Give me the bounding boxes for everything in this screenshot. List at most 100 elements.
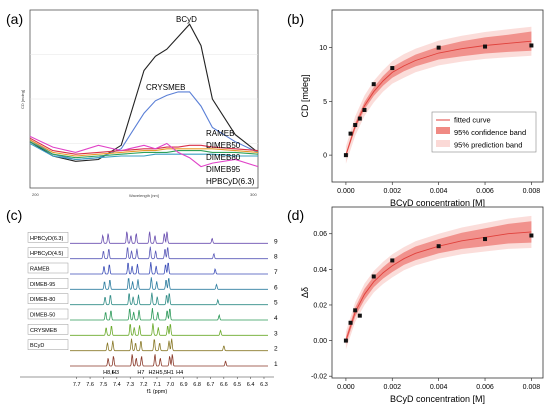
x-axis-title-a: Wavelength [nm] <box>129 193 159 198</box>
data-point-b <box>357 116 362 121</box>
series-label-dimeb50: DIMEB50 <box>206 141 241 150</box>
x-tick-label-c: 7.5 <box>100 382 108 388</box>
y-tick-label-d: 0.04 <box>313 267 327 274</box>
data-point-b <box>343 153 348 158</box>
data-point-d <box>371 274 376 279</box>
trace-index-3: 3 <box>274 330 278 337</box>
x-tick-label-c: 6.5 <box>233 382 241 388</box>
nmr-trace-2 <box>70 338 268 352</box>
trace-index-7: 7 <box>274 269 278 276</box>
data-point-d <box>483 237 488 242</box>
trace-name-box <box>27 278 69 289</box>
x-tick-label-d: 0.002 <box>384 384 402 391</box>
x-tick-label-c: 7.2 <box>140 382 148 388</box>
data-point-b <box>436 45 441 50</box>
legend-b: fitted curve 95% confidence band 95% predi… <box>431 111 537 153</box>
x-axis-title-b: BCyD concentration [M] <box>390 198 485 208</box>
nmr-trace-3 <box>70 323 268 336</box>
trace-index-1: 1 <box>274 361 278 368</box>
nmr-trace-7 <box>70 261 268 275</box>
trace-index-8: 8 <box>274 254 278 261</box>
x-tick-label-c: 6.8 <box>193 382 201 388</box>
trace-index-2: 2 <box>274 346 278 353</box>
trace-name-box <box>27 247 69 258</box>
x-tick-label-c: 6.6 <box>220 382 228 388</box>
data-point-d <box>353 308 358 313</box>
data-point-d <box>357 313 362 318</box>
trace-name-dimeb-50: DIMEB-50 <box>30 313 55 319</box>
panel-c-nmr-spectra: 9 HPBCyD(6.3) 8 HPBCyD(4.5) 7 RAMEB 6 DIMEB-95 5… <box>20 231 278 395</box>
y-tick-label-d: 0.06 <box>313 231 327 238</box>
x-tick-label-d: 0.008 <box>523 384 541 391</box>
x-tick-label-c: 7.0 <box>167 382 175 388</box>
nmr-trace-9 <box>70 231 268 244</box>
data-point-d <box>436 244 441 249</box>
panel-label-c: (c) <box>6 207 22 223</box>
x-tick-label-d: 0.004 <box>430 384 448 391</box>
y-axis-title-b: CD [mdeg] <box>300 74 310 117</box>
x-tick-label-b: 0.008 <box>523 188 541 195</box>
series-line-rameb <box>29 137 259 155</box>
legend-swatch-prediction <box>436 140 450 147</box>
y-tick-label-b: 5 <box>323 99 327 106</box>
nmr-trace-4 <box>70 307 268 321</box>
data-point-d <box>529 233 534 238</box>
data-point-d <box>343 338 348 343</box>
trace-name-rameb: RAMEB <box>30 267 50 273</box>
data-point-b <box>483 44 488 49</box>
trace-name-box <box>27 293 69 304</box>
peak-label: H7 <box>137 370 144 376</box>
x-tick-label-b: 0.006 <box>476 188 494 195</box>
peak-label: H8,6' <box>103 370 116 376</box>
x-tick-label-b: 0.000 <box>337 188 355 195</box>
peak-label: H1 <box>167 370 174 376</box>
series-label-crysmeb: CRYSMEB <box>146 83 185 92</box>
x-tick-label-d: 0.000 <box>337 384 355 391</box>
legend-label-b: 95% prediction band <box>454 141 522 150</box>
trace-name-box <box>27 324 69 335</box>
x-tick-label-b: 0.004 <box>430 188 448 195</box>
series-label-dimeb95: DIMEB95 <box>206 165 241 174</box>
y-tick-label-b: 0 <box>323 153 327 160</box>
x-tick-label-c: 7.6 <box>86 382 94 388</box>
trace-name-dimeb-95: DIMEB-95 <box>30 282 55 288</box>
trace-name-hpbcyd-6-3-: HPBCyD(6.3) <box>30 236 63 242</box>
peak-label: H3 <box>112 370 119 376</box>
x-tick-label-b: 0.002 <box>384 188 402 195</box>
trace-name-dimeb-80: DIMEB-80 <box>30 297 55 303</box>
nmr-trace-6 <box>70 277 268 290</box>
nmr-trace-8 <box>70 246 268 260</box>
data-point-b <box>362 107 367 112</box>
prediction-band-d <box>345 215 532 350</box>
y-tick-label-d: -0.02 <box>311 374 327 381</box>
trace-name-box <box>27 339 69 350</box>
x-tick-label-c: 6.3 <box>260 382 268 388</box>
y-tick-label-b: 10 <box>319 45 327 52</box>
series-line-hpbcyd-6-3- <box>29 135 259 168</box>
trace-name-bcyd: BCyD <box>30 343 44 349</box>
panel-label-b: (b) <box>287 11 304 27</box>
y-axis-title-a: CD [mdeg] <box>20 90 25 109</box>
series-label-bcyd: BCyD <box>176 15 197 24</box>
data-point-b <box>353 123 358 128</box>
x-tick-label-d: 0.006 <box>476 384 494 391</box>
series-label-hpbcyd-6-3-: HPBCyD(6.3) <box>206 177 255 186</box>
data-point-b <box>390 66 395 71</box>
x-tick-label-c: 7.4 <box>113 382 121 388</box>
series-line-bcyd <box>29 23 259 162</box>
panel-d-nmr-titration: 0.000 0.002 0.004 0.006 0.008 -0.02 0.00 0.02 0.… <box>300 206 544 404</box>
x-tick-label-c: 7.3 <box>126 382 134 388</box>
x-tick-label-a: 300 <box>250 192 257 197</box>
trace-name-box <box>27 262 69 274</box>
x-tick-label-c: 6.4 <box>247 382 255 388</box>
data-point-d <box>348 320 353 325</box>
trace-name-hpbcyd-4-5-: HPBCyD(4.5) <box>30 251 63 257</box>
series-label-rameb: RAMEB <box>206 129 234 138</box>
series-line-dimeb50 <box>29 139 259 157</box>
trace-index-4: 4 <box>274 315 278 322</box>
legend-label-b: fitted curve <box>454 116 491 125</box>
trace-name-box <box>27 232 69 243</box>
panel-b-cd-titration: 0.000 0.002 0.004 0.006 0.008 0 5 10 BCyD concen… <box>300 9 544 208</box>
confidence-band-b <box>345 31 532 158</box>
